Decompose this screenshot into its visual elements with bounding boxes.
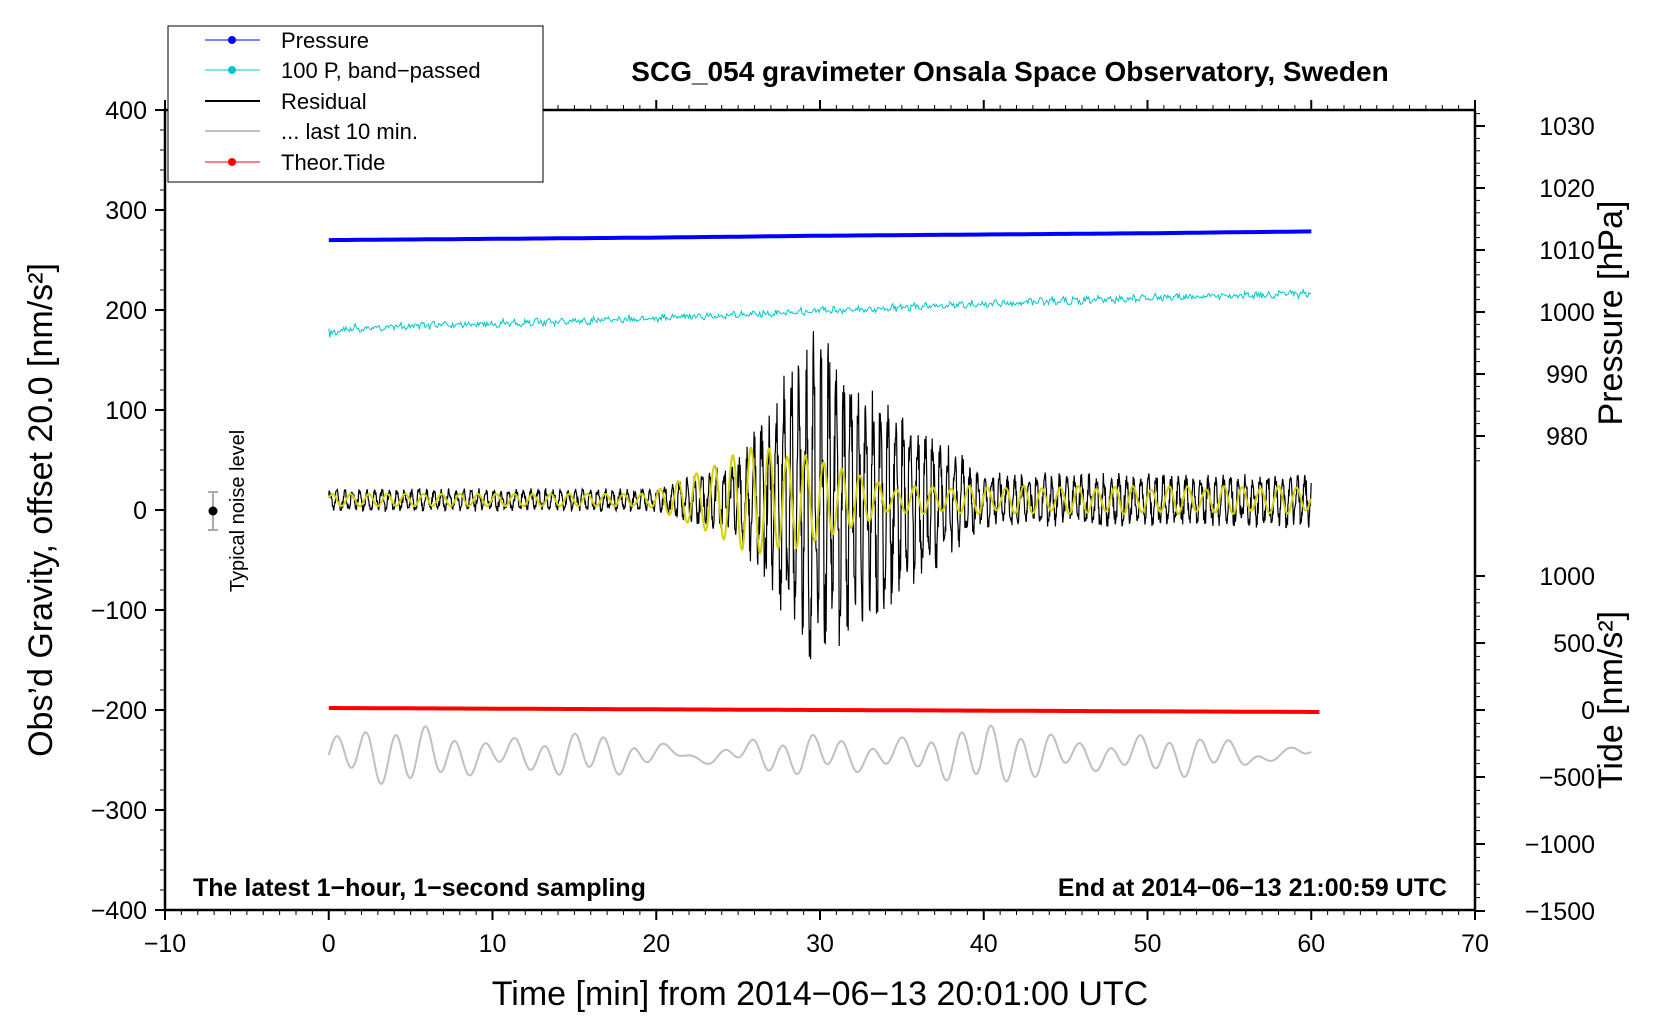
series-band-passed-residual xyxy=(327,446,1312,555)
noise-level-marker xyxy=(208,491,218,531)
x-tick-label: 20 xyxy=(642,930,670,958)
svg-text:100 P, band−passed: 100 P, band−passed xyxy=(281,58,481,83)
svg-text:Pressure: Pressure xyxy=(281,28,369,53)
series-last-10-min xyxy=(327,724,1312,785)
tide-tick-label: −1500 xyxy=(1525,898,1595,926)
pressure-tick-label: 1010 xyxy=(1539,237,1595,265)
legend-item-theor-tide: Theor.Tide xyxy=(205,150,385,175)
x-tick-label: 30 xyxy=(806,930,834,958)
legend-item-band-passed-pressure: 100 P, band−passed xyxy=(205,58,481,83)
series-theor-tide xyxy=(328,706,1320,714)
x-tick-label: 70 xyxy=(1461,930,1489,958)
x-tick-label: 50 xyxy=(1134,930,1162,958)
y-axis-title-left: Obs’d Gravity, offset 20.0 [nm/s²] xyxy=(22,263,60,757)
pressure-tick-label: 1000 xyxy=(1539,299,1595,327)
y-axis-title-tide: Tide [nm/s²] xyxy=(1592,611,1630,789)
pressure-tick-label: 980 xyxy=(1546,423,1588,451)
tide-tick-label: −1000 xyxy=(1525,831,1595,859)
pressure-tick-label: 1030 xyxy=(1539,113,1595,141)
pressure-tick-label: 990 xyxy=(1546,361,1588,389)
svg-text:Residual: Residual xyxy=(281,89,367,114)
tide-tick-label: −500 xyxy=(1539,764,1595,792)
annotation-end-time: End at 2014−06−13 21:00:59 UTC xyxy=(1058,874,1447,902)
pressure-tick-label: 1020 xyxy=(1539,175,1595,203)
y-axis-title-pressure: Pressure [hPa] xyxy=(1592,201,1630,426)
tide-tick-label: 1000 xyxy=(1539,563,1595,591)
y-tick-label-left: 300 xyxy=(105,197,147,225)
legend-item-pressure: Pressure xyxy=(205,28,369,53)
svg-text:Theor.Tide: Theor.Tide xyxy=(281,150,385,175)
annotation-sampling: The latest 1−hour, 1−second sampling xyxy=(193,874,646,902)
y-tick-label-left: −400 xyxy=(91,897,147,925)
chart-title: SCG_054 gravimeter Onsala Space Observat… xyxy=(631,56,1388,87)
x-axis-title: Time [min] from 2014−06−13 20:01:00 UTC xyxy=(492,975,1148,1013)
series-band-passed-pressure xyxy=(328,287,1312,338)
tide-tick-label: 500 xyxy=(1553,630,1595,658)
series-pressure xyxy=(328,229,1312,243)
x-tick-label: −10 xyxy=(144,930,186,958)
x-tick-label: 10 xyxy=(479,930,507,958)
x-tick-label: 40 xyxy=(970,930,998,958)
y-tick-label-left: −100 xyxy=(91,597,147,625)
y-tick-label-left: 0 xyxy=(133,497,147,525)
noise-level-label: Typical noise level xyxy=(227,430,249,592)
y-tick-label-left: 100 xyxy=(105,397,147,425)
series-residual xyxy=(328,331,1312,660)
y-tick-label-left: −300 xyxy=(91,797,147,825)
legend: Pressure 100 P, band−passed Residual ...… xyxy=(167,25,544,183)
svg-text:... last 10 min.: ... last 10 min. xyxy=(281,119,418,144)
y-tick-label-left: 200 xyxy=(105,297,147,325)
y-tick-label-left: 400 xyxy=(105,97,147,125)
tide-tick-label: 0 xyxy=(1581,697,1595,725)
x-tick-label: 0 xyxy=(322,930,336,958)
legend-item-last-10-min: ... last 10 min. xyxy=(205,119,418,144)
legend-item-residual: Residual xyxy=(205,89,367,114)
series-layer xyxy=(327,229,1320,785)
ticks-layer: −10 0 10 20 30 40 50 60 704003002001000−100−200−… xyxy=(91,97,1595,958)
y-tick-label-left: −200 xyxy=(91,697,147,725)
x-tick-label: 60 xyxy=(1297,930,1325,958)
